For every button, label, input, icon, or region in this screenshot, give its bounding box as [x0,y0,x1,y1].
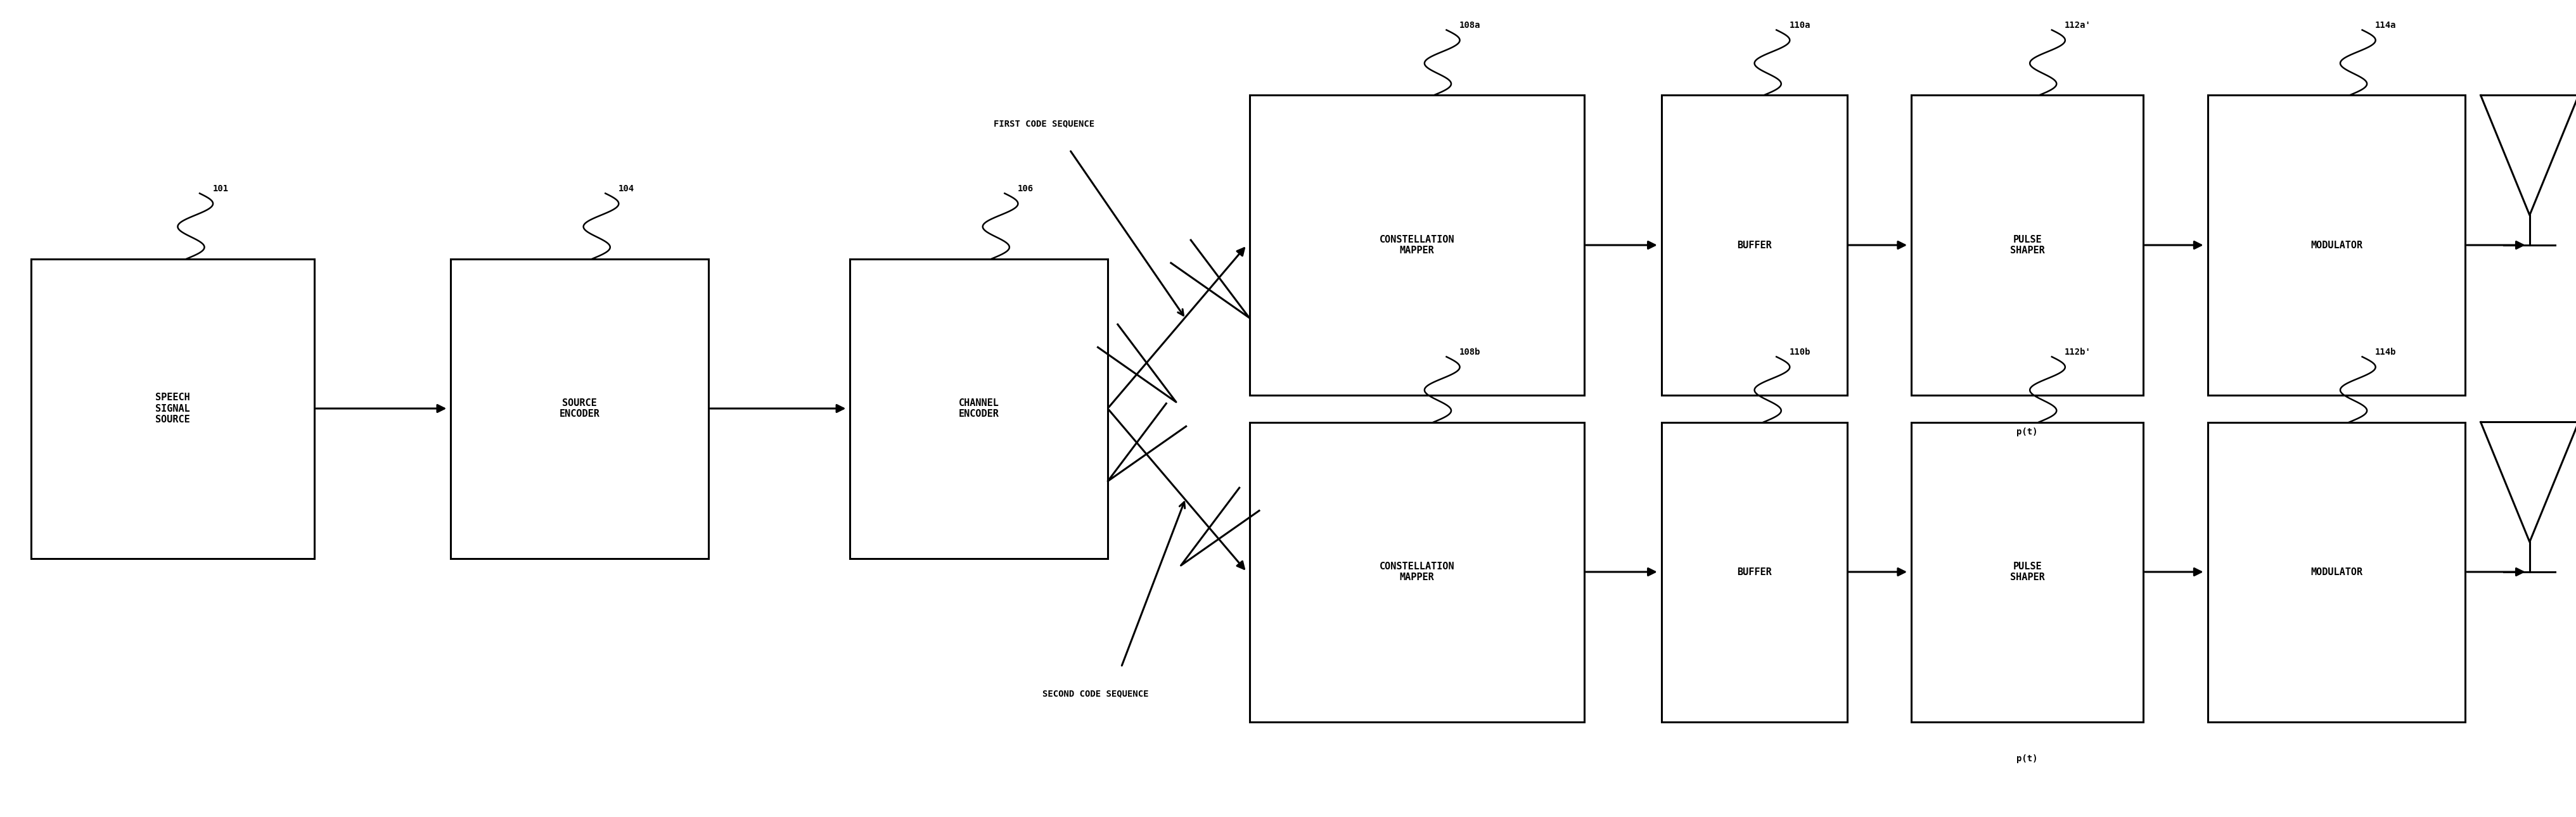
Text: 106: 106 [1018,185,1033,194]
Bar [31,259,314,558]
Bar [1662,422,1847,721]
Text: PULSE
SHAPER: PULSE SHAPER [2009,234,2045,256]
Bar [1662,96,1847,395]
Text: p(t): p(t) [2017,754,2038,763]
Text: BUFFER: BUFFER [1736,240,1772,250]
Text: CHANNEL
ENCODER: CHANNEL ENCODER [958,398,999,419]
Text: 112a': 112a' [2066,21,2092,30]
Text: 114a: 114a [2375,21,2396,30]
Text: 108a: 108a [1458,21,1481,30]
Bar [2208,96,2465,395]
Text: 101: 101 [211,185,229,194]
Text: PULSE
SHAPER: PULSE SHAPER [2009,561,2045,583]
Text: CONSTELLATION
MAPPER: CONSTELLATION MAPPER [1378,234,1455,256]
Text: SPEECH
SIGNAL
SOURCE: SPEECH SIGNAL SOURCE [155,393,191,424]
Bar [1249,96,1584,395]
Text: BUFFER: BUFFER [1736,567,1772,577]
Text: 104: 104 [618,185,634,194]
Text: p(t): p(t) [2017,427,2038,436]
Text: MODULATOR: MODULATOR [2311,240,2362,250]
Text: SECOND CODE SEQUENCE: SECOND CODE SEQUENCE [1043,689,1149,698]
Bar [2208,422,2465,721]
Bar [850,259,1108,558]
Text: 114b: 114b [2375,348,2396,357]
Text: MODULATOR: MODULATOR [2311,567,2362,577]
Text: SOURCE
ENCODER: SOURCE ENCODER [559,398,600,419]
Bar [1911,96,2143,395]
Text: CONSTELLATION
MAPPER: CONSTELLATION MAPPER [1378,561,1455,583]
Text: 110a: 110a [1790,21,1811,30]
Text: 110b: 110b [1790,348,1811,357]
Text: 112b': 112b' [2066,348,2092,357]
Bar [451,259,708,558]
Text: 108b: 108b [1458,348,1481,357]
Bar [1249,422,1584,721]
Bar [1911,422,2143,721]
Text: FIRST CODE SEQUENCE: FIRST CODE SEQUENCE [994,119,1095,128]
